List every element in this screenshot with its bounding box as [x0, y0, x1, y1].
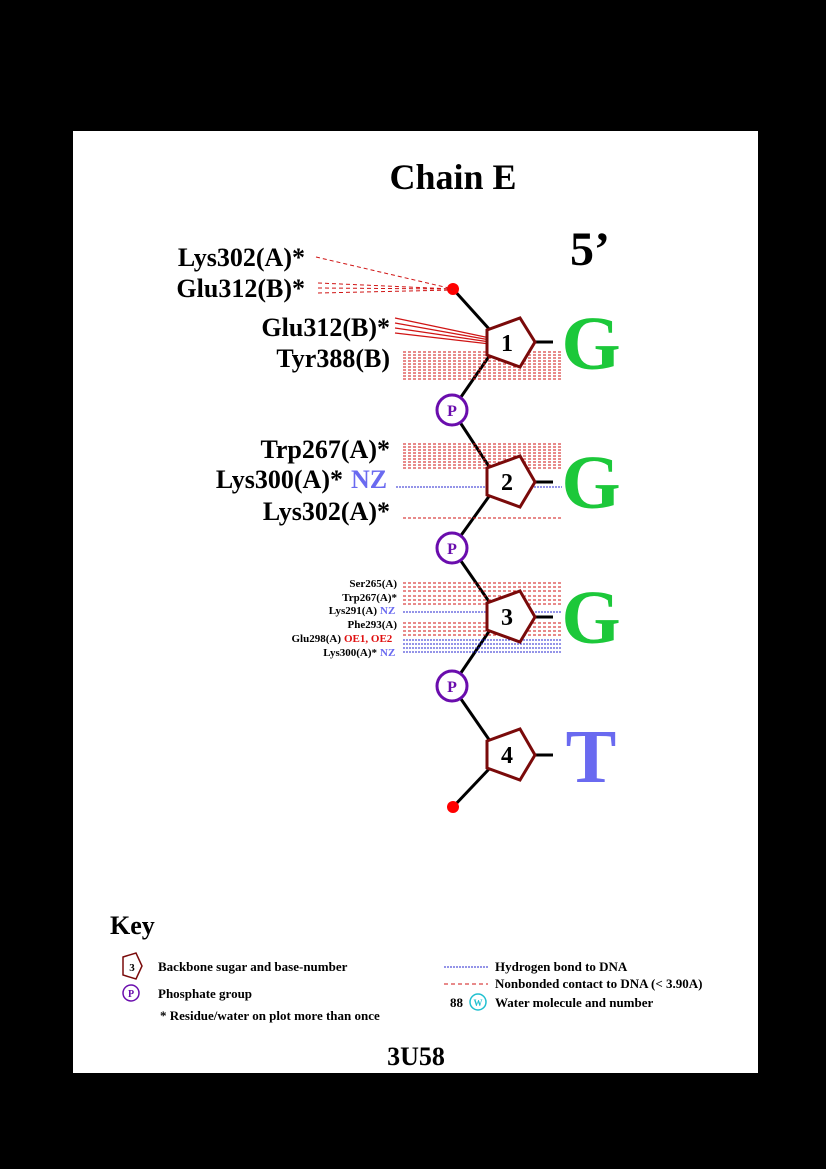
- atom-label: NZ: [380, 605, 395, 617]
- key-hbond-label: Hydrogen bond to DNA: [495, 959, 628, 974]
- residue-label: Lys300(A)*: [216, 465, 343, 494]
- phosphate-label: P: [447, 403, 457, 420]
- residue-label: Phe293(A): [348, 619, 398, 631]
- sugar-number: 2: [501, 470, 513, 496]
- residue-label: Trp267(A)*: [342, 592, 397, 604]
- atom-label: NZ: [380, 647, 395, 659]
- phosphate-1: P: [435, 393, 469, 427]
- sugar-number: 3: [501, 605, 513, 631]
- residue-label: Glu312(B)*: [176, 274, 305, 303]
- phosphate-label: P: [447, 541, 457, 558]
- key-water-icon: [469, 993, 487, 1011]
- sugar-number: 4: [501, 743, 513, 769]
- key-water-number: 88: [450, 995, 464, 1010]
- key-repeat-label: * Residue/water on plot more than once: [160, 1008, 380, 1023]
- phosphate-3: P: [435, 669, 469, 703]
- diagram-panel: [73, 131, 758, 1073]
- contacts-nucleotide-1: [315, 256, 562, 380]
- base-4: T: [566, 715, 617, 799]
- chain-title: Chain E: [389, 157, 516, 197]
- atom-label: NZ: [351, 465, 387, 494]
- contacts-nucleotide-3: [403, 582, 562, 653]
- key-sugar-number: 3: [129, 962, 135, 974]
- five-prime-label: 5’: [570, 223, 610, 276]
- key-title: Key: [110, 911, 155, 940]
- key: Key 3 Backbone sugar and base-number P P…: [110, 911, 702, 1023]
- base-1: G: [561, 302, 620, 386]
- sugar-3: 3: [485, 589, 537, 644]
- key-phosphate-label: Phosphate group: [158, 986, 252, 1001]
- residue-label: Lys300(A)*: [323, 647, 377, 659]
- residue-label: Glu312(B)*: [261, 313, 390, 342]
- three-prime-terminus-dot: [447, 801, 459, 813]
- residue-label: Ser265(A): [349, 578, 397, 590]
- residue-label: Lys302(A)*: [178, 243, 305, 272]
- base-2: G: [561, 441, 620, 525]
- base-3: G: [561, 576, 620, 660]
- atom-label: OE1, OE2: [344, 633, 393, 645]
- residue-label: Trp267(A)*: [260, 435, 390, 464]
- key-phosphate-icon: [122, 984, 140, 1002]
- phosphate-2: P: [435, 531, 469, 565]
- residue-label: Tyr388(B): [276, 344, 390, 373]
- key-phosphate-symbol: P: [128, 989, 134, 1000]
- key-sugar-icon: [122, 952, 143, 980]
- key-sugar-label: Backbone sugar and base-number: [158, 959, 348, 974]
- residue-label: Lys291(A): [329, 605, 378, 617]
- residue-label: Lys302(A)*: [263, 497, 390, 526]
- sugar-2: 2: [485, 454, 537, 509]
- key-nonbond-label: Nonbonded contact to DNA (< 3.90A): [495, 976, 702, 991]
- key-water-symbol: W: [474, 998, 483, 1008]
- sugar-number: 1: [501, 331, 513, 357]
- key-water-label: Water molecule and number: [495, 995, 654, 1010]
- pdb-id: 3U58: [387, 1042, 445, 1071]
- sugar-4: 4: [485, 727, 537, 782]
- sugar-1: 1: [485, 316, 537, 369]
- phosphate-label: P: [447, 679, 457, 696]
- contacts-nucleotide-2: [396, 443, 562, 519]
- residue-label: Glu298(A): [292, 633, 342, 645]
